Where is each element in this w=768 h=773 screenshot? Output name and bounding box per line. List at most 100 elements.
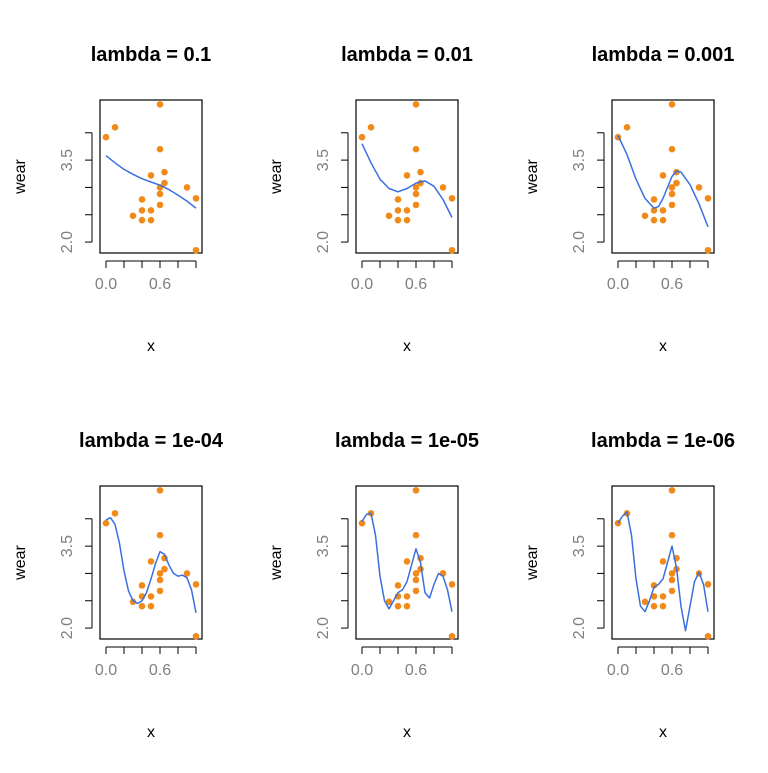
data-point <box>668 570 676 577</box>
panel-5: lambda = 1e-05 0.0 0.6 2.0 3.5 x wear <box>268 430 479 741</box>
y-tick-label: 2.0 <box>315 231 332 253</box>
data-point <box>704 246 712 254</box>
panel-title: lambda = 0.001 <box>592 44 735 66</box>
y-tick-label: 2.0 <box>59 231 76 253</box>
panel-title: lambda = 1e-04 <box>79 430 224 452</box>
data-point <box>156 531 164 539</box>
y-axis-label: wear <box>524 544 541 580</box>
y-tick-label: 3.5 <box>59 535 76 557</box>
data-point <box>668 576 676 584</box>
data-point <box>156 190 164 198</box>
y-tick-label: 2.0 <box>315 617 332 639</box>
data-point <box>394 216 402 224</box>
data-point <box>403 558 411 565</box>
data-point <box>403 602 411 610</box>
x-tick-label: 0.0 <box>95 662 117 679</box>
data-point <box>668 145 676 153</box>
data-point <box>403 172 411 179</box>
data-point <box>659 172 667 179</box>
x-tick-label: 0.6 <box>661 662 683 679</box>
data-point <box>668 101 676 108</box>
data-point <box>147 593 155 600</box>
x-tick-label: 0.0 <box>95 276 117 293</box>
y-tick-label: 3.5 <box>59 149 76 171</box>
y-tick-label: 3.5 <box>315 149 332 171</box>
data-point <box>659 207 667 214</box>
data-point <box>659 216 667 224</box>
data-point <box>147 172 155 179</box>
plot-frame <box>99 485 203 640</box>
data-point <box>138 582 146 589</box>
data-point <box>659 602 667 610</box>
data-point <box>668 184 676 191</box>
data-point <box>385 598 393 606</box>
data-point <box>138 216 146 224</box>
y-axis-label: wear <box>524 158 541 194</box>
data-point <box>668 587 676 595</box>
panel-title: lambda = 0.1 <box>91 44 212 66</box>
fit-line <box>105 516 197 613</box>
x-tick-label: 0.0 <box>607 662 629 679</box>
x-tick-label: 0.6 <box>149 276 171 293</box>
x-tick-label: 0.6 <box>405 276 427 293</box>
data-point <box>156 487 164 494</box>
data-point <box>394 602 402 610</box>
data-point <box>156 587 164 595</box>
data-point <box>161 565 168 573</box>
data-point <box>385 212 393 220</box>
data-point <box>129 598 137 606</box>
plot-frame <box>611 485 715 640</box>
data-point <box>412 487 420 494</box>
y-axis-label: wear <box>268 158 285 194</box>
data-point <box>623 124 631 131</box>
data-point <box>668 487 676 494</box>
data-point <box>183 570 191 577</box>
panel-1: lambda = 0.1 0.0 0.6 2.0 3.5 x wear <box>12 44 211 355</box>
data-point <box>192 246 200 254</box>
data-point <box>367 124 375 131</box>
y-axis-label: wear <box>268 544 285 580</box>
data-point <box>668 190 676 198</box>
data-point <box>412 101 420 108</box>
data-point <box>111 124 119 131</box>
data-point <box>412 576 420 584</box>
x-tick-label: 0.6 <box>149 662 171 679</box>
data-point <box>192 632 200 640</box>
x-tick-label: 0.6 <box>405 662 427 679</box>
data-point <box>102 133 110 141</box>
data-point <box>650 602 658 610</box>
data-point <box>412 184 420 191</box>
data-point <box>668 531 676 539</box>
data-point <box>668 201 676 209</box>
data-point <box>641 598 649 606</box>
panel-title: lambda = 0.01 <box>341 44 473 66</box>
data-point <box>161 179 168 187</box>
data-point <box>102 519 110 527</box>
panel-2: lambda = 0.01 0.0 0.6 2.0 3.5 x wear <box>268 44 473 355</box>
data-point <box>439 184 447 191</box>
panel-title: lambda = 1e-05 <box>335 430 479 452</box>
data-point <box>147 216 155 224</box>
plot-frame <box>611 99 715 254</box>
y-axis-label: wear <box>12 544 29 580</box>
data-point <box>448 195 456 202</box>
x-axis-label: x <box>659 724 667 741</box>
fit-line <box>617 135 709 228</box>
data-point <box>448 246 456 254</box>
data-point <box>659 593 667 600</box>
y-tick-label: 3.5 <box>315 535 332 557</box>
fit-line <box>105 155 197 209</box>
data-point <box>161 168 168 176</box>
panel-6: lambda = 1e-06 0.0 0.6 2.0 3.5 x wear <box>524 430 735 741</box>
fit-line <box>361 143 453 218</box>
x-tick-label: 0.0 <box>607 276 629 293</box>
data-point <box>156 570 164 577</box>
data-point <box>138 207 146 214</box>
data-point <box>704 581 712 588</box>
data-point <box>394 582 402 589</box>
data-point <box>156 101 164 108</box>
x-axis-label: x <box>147 338 155 355</box>
data-point <box>417 168 424 176</box>
